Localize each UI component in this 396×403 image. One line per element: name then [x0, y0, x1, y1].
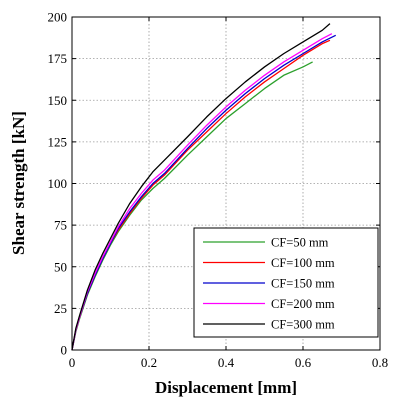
x-tick-label: 0.6: [295, 355, 312, 370]
legend-label-cf-200-mm: CF=200 mm: [271, 297, 335, 311]
x-tick-label: 0.8: [372, 355, 388, 370]
legend-label-cf-150-mm: CF=150 mm: [271, 277, 335, 291]
x-axis-title: Displacement [mm]: [155, 378, 297, 397]
y-tick-label: 50: [54, 259, 67, 274]
series-line-cf-200-mm: [71, 33, 333, 351]
y-tick-label: 100: [48, 176, 68, 191]
legend-label-cf-50-mm: CF=50 mm: [271, 236, 329, 250]
series-line-cf-300-mm: [71, 23, 331, 351]
y-tick-label: 25: [54, 301, 67, 316]
legend: CF=50 mm CF=100 mm CF=150 mm CF=200 mm CF=30…: [193, 227, 379, 338]
y-tick-label: 175: [48, 51, 68, 66]
y-tick-label: 0: [61, 343, 68, 358]
y-axis-title: Shear strength [kN]: [9, 111, 28, 255]
y-tick-label: 150: [48, 93, 68, 108]
legend-label-cf-100-mm: CF=100 mm: [271, 256, 335, 270]
y-tick-label: 75: [54, 218, 67, 233]
x-tick-label: 0.4: [218, 355, 235, 370]
x-tick-labels: 0 0.2 0.4 0.6 0.8: [69, 355, 388, 370]
y-tick-label: 200: [48, 10, 68, 25]
series-lines: [71, 23, 337, 351]
legend-label-cf-300-mm: CF=300 mm: [271, 318, 335, 332]
x-tick-label: 0.2: [141, 355, 157, 370]
y-tick-label: 125: [48, 134, 68, 149]
x-tick-label: 0: [69, 355, 76, 370]
y-tick-labels: 0 25 50 75 100 125 150 175 200: [48, 10, 68, 358]
